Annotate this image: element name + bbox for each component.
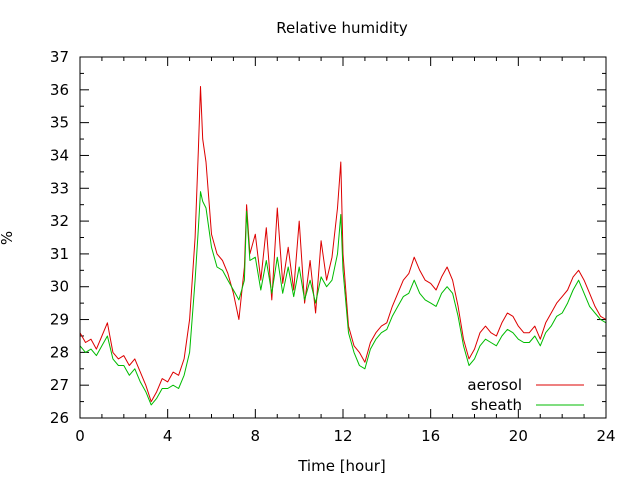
x-tick-label: 0 [75,427,85,445]
x-axis-label: Time [hour] [297,457,386,475]
y-tick-label: 28 [50,343,69,361]
y-tick-label: 26 [50,409,69,427]
chart-title: Relative humidity [276,19,408,37]
plot-frame [79,56,607,419]
series-line-aerosol [79,86,607,403]
series-line-sheath [79,191,607,406]
x-tick-label: 8 [251,427,261,445]
y-tick-label: 29 [50,311,69,329]
y-tick-label: 36 [50,81,69,99]
y-axis-label: % [0,231,16,245]
y-tick-label: 27 [50,376,69,394]
y-tick-label: 31 [50,245,69,263]
data-series [79,86,607,406]
y-tick-label: 35 [50,114,69,132]
legend: aerosol sheath [467,376,584,414]
legend-label-sheath: sheath [471,396,522,414]
x-tick-label: 4 [163,427,173,445]
y-tick-label: 37 [50,48,69,66]
legend-label-aerosol: aerosol [467,376,522,394]
y-tick-label: 33 [50,179,69,197]
x-tick-label: 12 [333,427,352,445]
y-tick-label: 34 [50,146,69,164]
x-tick-label: 24 [596,427,615,445]
y-tick-label: 30 [50,278,69,296]
x-tick-label: 20 [509,427,528,445]
y-tick-label: 32 [50,212,69,230]
axis-tick-labels: 0 4 8 12 16 20 24 26 27 28 29 30 31 32 33 34 35 36 37 [50,48,616,445]
x-tick-label: 16 [421,427,440,445]
